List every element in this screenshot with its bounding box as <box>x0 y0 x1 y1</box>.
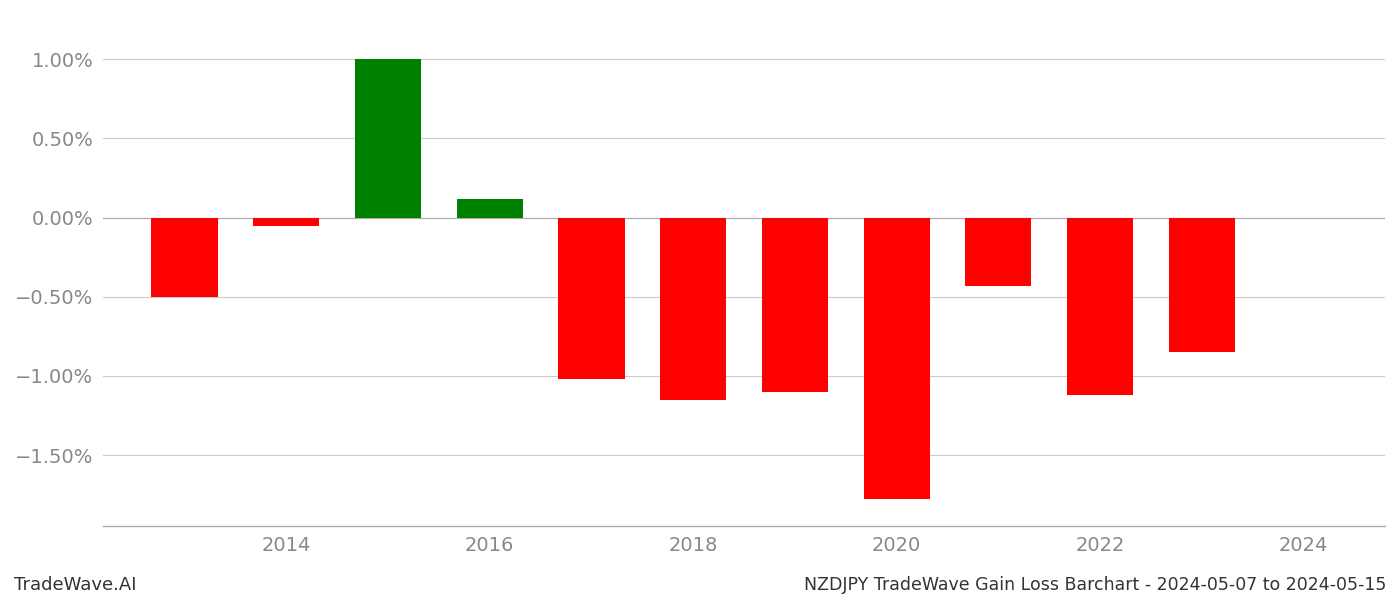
Bar <box>762 218 827 392</box>
Bar <box>151 218 217 297</box>
Bar <box>253 218 319 226</box>
Bar <box>1169 218 1235 352</box>
Text: NZDJPY TradeWave Gain Loss Barchart - 2024-05-07 to 2024-05-15: NZDJPY TradeWave Gain Loss Barchart - 20… <box>804 576 1386 594</box>
Bar <box>864 218 930 499</box>
Bar <box>661 218 727 400</box>
Bar <box>1067 218 1133 395</box>
Bar <box>966 218 1032 286</box>
Bar <box>559 218 624 379</box>
Bar <box>354 59 421 218</box>
Text: TradeWave.AI: TradeWave.AI <box>14 576 137 594</box>
Bar <box>456 199 522 218</box>
